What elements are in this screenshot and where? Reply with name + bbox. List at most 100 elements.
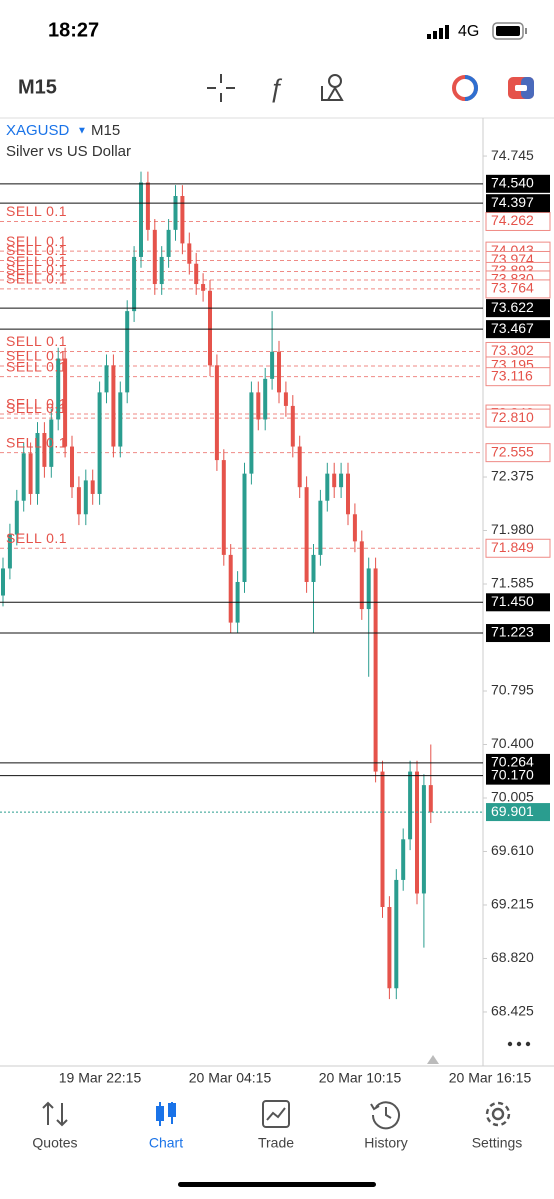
y-tick-label: 71.980 [491, 521, 534, 537]
level-price: 74.397 [491, 194, 534, 210]
tab-label[interactable]: Settings [472, 1135, 523, 1151]
candle-body [90, 480, 95, 494]
candle-body [1, 568, 5, 596]
level-price-box [486, 766, 550, 785]
crosshair-button[interactable] [207, 74, 235, 102]
y-tick-label: 69.215 [491, 896, 534, 912]
current-price-box [486, 803, 550, 822]
sell-order-label: SELL 0.1 [6, 434, 67, 450]
sell-order-label: SELL 0.1 [6, 396, 67, 412]
y-tick-label: 70.795 [491, 682, 534, 698]
sell-order-label: SELL 0.1 [6, 348, 67, 364]
candle-body [187, 243, 192, 264]
x-tick-label: 19 Mar 22:15 [59, 1070, 142, 1086]
tab-label[interactable]: Quotes [32, 1135, 77, 1151]
candle-body [159, 256, 164, 285]
tab-label[interactable]: History [364, 1135, 408, 1151]
y-tick-label: 68.820 [491, 949, 534, 965]
quotes-icon[interactable] [42, 1101, 68, 1127]
candle-body [214, 365, 219, 461]
candle-body [208, 290, 212, 366]
tab-label[interactable]: Trade [258, 1135, 294, 1151]
signal-icon [427, 25, 449, 39]
candle-body [201, 284, 206, 291]
sell-order-label: SELL 0.1 [6, 271, 67, 287]
y-tick-label: 71.585 [491, 575, 534, 591]
tab-label[interactable]: Chart [149, 1135, 183, 1151]
level-price-box [486, 624, 550, 643]
sell-order-label: SELL 0.1 [6, 233, 67, 249]
candle-body [111, 365, 116, 447]
symbol-description: Silver vs US Dollar [6, 143, 131, 160]
sell-order-price-box [485, 211, 551, 231]
sell-order-price: 73.302 [491, 342, 534, 358]
sell-order-price-box [485, 408, 551, 428]
candle-body [14, 500, 19, 535]
candle-body [304, 487, 309, 582]
timeframe-button[interactable]: M15 [18, 76, 57, 98]
trade-panel-button[interactable] [452, 75, 478, 101]
x-tick-label: 20 Mar 16:15 [449, 1070, 532, 1086]
candle-body [290, 405, 295, 447]
candle-body [408, 771, 413, 840]
candle-body [270, 351, 275, 379]
x-tick-label: 20 Mar 10:15 [319, 1070, 402, 1086]
chart-timeframe: M15 [91, 122, 120, 139]
level-price: 73.467 [491, 320, 534, 336]
candle-body [21, 453, 26, 501]
one-click-button[interactable] [508, 77, 534, 99]
candle-body [145, 182, 150, 230]
y-tick-label: 68.425 [491, 1003, 534, 1019]
candle-body [139, 182, 143, 257]
tab-bar [42, 1100, 511, 1130]
status-network: 4G [458, 23, 479, 40]
candle-body [421, 785, 426, 894]
sell-order-label: SELL 0.1 [6, 530, 67, 546]
more-button[interactable] [507, 1041, 531, 1047]
candle-body [311, 554, 316, 582]
candle-body [339, 473, 344, 488]
candle-body [228, 554, 233, 623]
sell-order-label: SELL 0.1 [6, 203, 67, 219]
candle-body [28, 453, 33, 494]
sell-order-label: SELL 0.1 [6, 333, 67, 349]
level-price-box [486, 593, 550, 612]
y-tick-label: 72.375 [491, 468, 534, 484]
settings-icon[interactable] [485, 1101, 511, 1127]
candle-body [297, 446, 302, 488]
level-price-box [486, 320, 550, 339]
candle-body [256, 392, 261, 420]
candle-body [387, 907, 392, 989]
candle-body [166, 229, 171, 257]
candle-body [7, 534, 12, 569]
symbol: XAGUSD [6, 122, 70, 139]
battery-icon [492, 22, 527, 40]
candle-body [380, 771, 385, 908]
candle-body [277, 351, 281, 393]
candle-body [49, 419, 54, 467]
sell-order-label: SELL 0.1 [6, 253, 67, 269]
level-price: 70.170 [491, 766, 534, 782]
sell-order-label: SELL 0.1 [6, 400, 67, 416]
candle-body [97, 392, 102, 494]
current-price: 69.901 [491, 803, 534, 819]
chart-icon[interactable] [156, 1102, 176, 1126]
level-price-box [486, 299, 550, 318]
level-price: 73.622 [491, 299, 534, 315]
indicators-button[interactable]: ƒ [269, 73, 283, 103]
sell-order-price: 71.849 [491, 539, 534, 555]
history-icon[interactable] [370, 1101, 400, 1130]
candle-body [373, 568, 378, 772]
symbol-dropdown[interactable]: ▼ [77, 126, 87, 137]
y-tick-label: 69.610 [491, 842, 534, 858]
chart-area[interactable]: 74.745 72.375 71.980 71.585 70.795 70.400 70.0… [0, 147, 551, 1019]
candle-body [221, 460, 226, 555]
level-price: 71.450 [491, 593, 534, 609]
objects-button[interactable] [321, 74, 344, 101]
candle-body [249, 392, 254, 474]
sell-order-price: 74.262 [491, 212, 534, 228]
trade-icon[interactable] [262, 1100, 290, 1128]
candle-body [394, 879, 399, 989]
y-tick-label: 74.745 [491, 147, 534, 163]
